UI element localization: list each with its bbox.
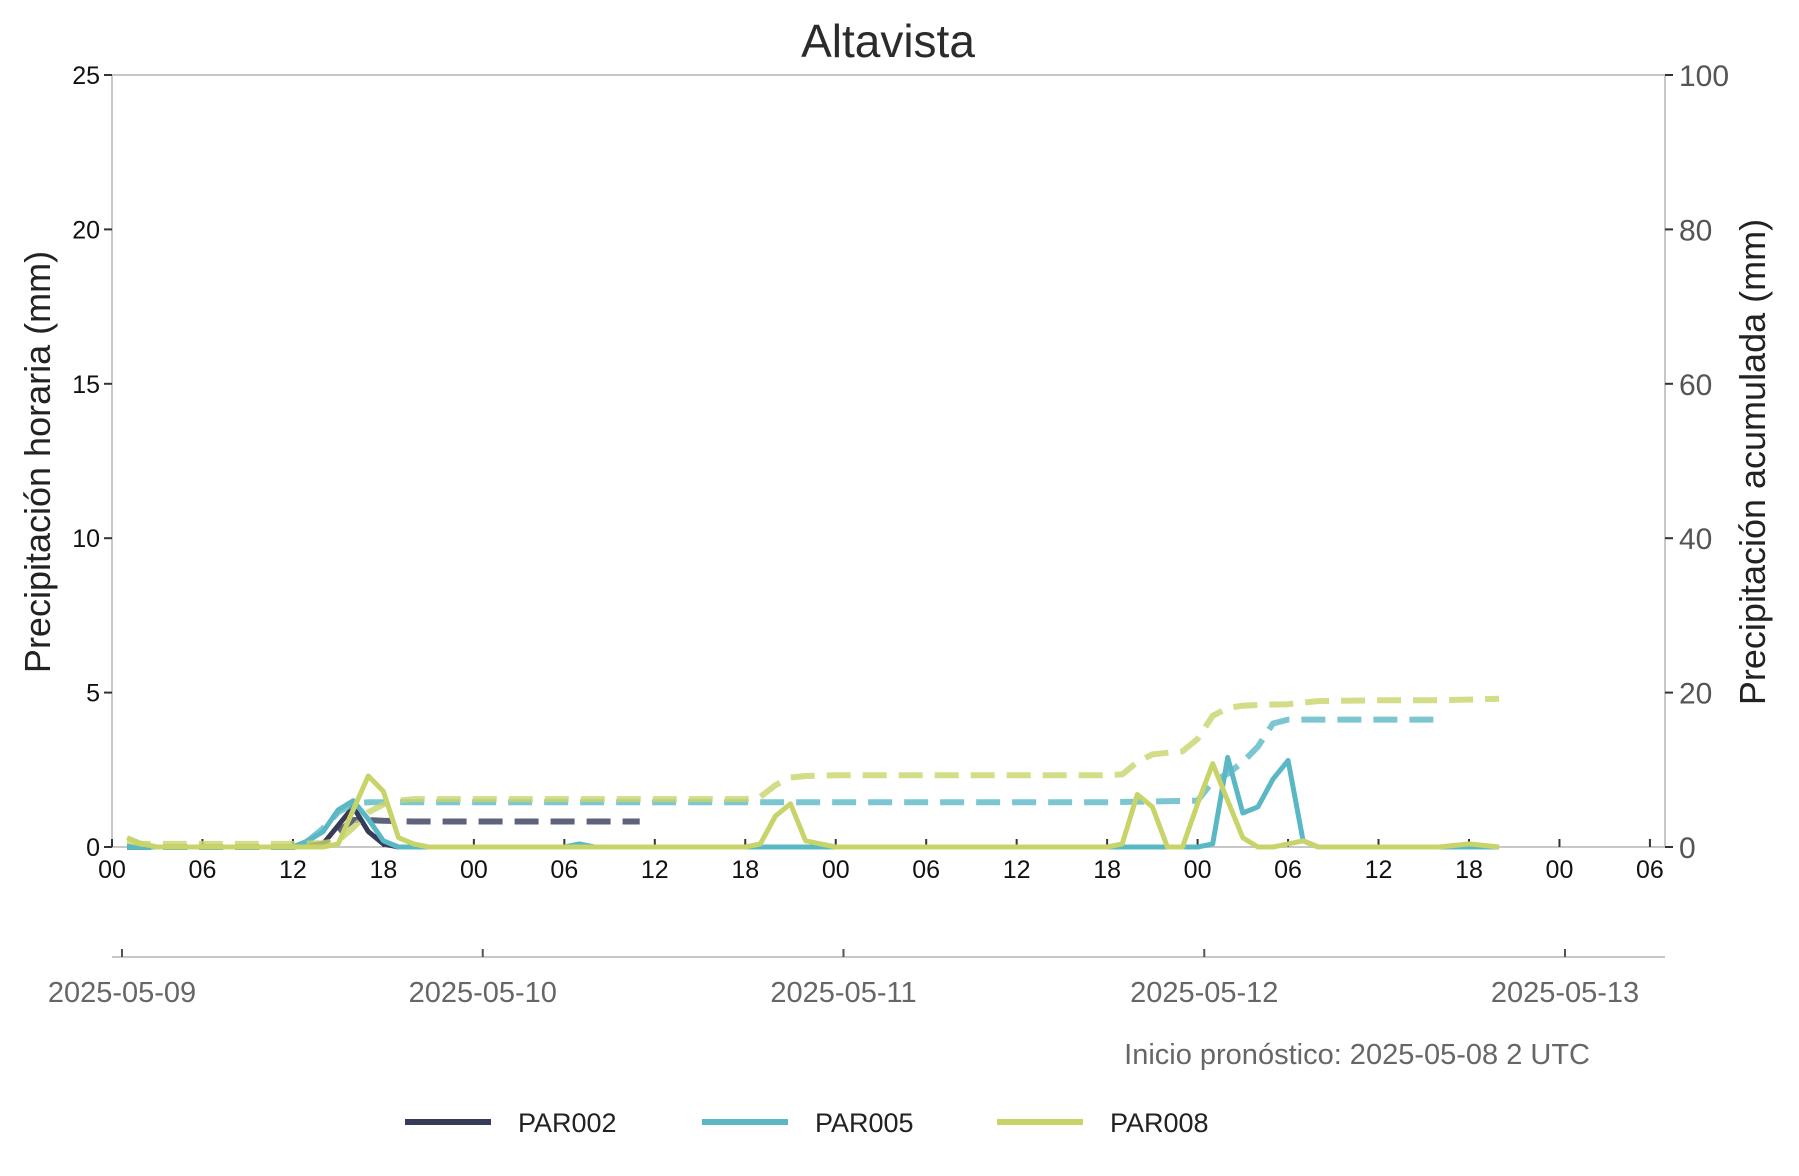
hour-x-axis: 00 06 12 18 00 06 12 18 00 06 12 18 00 06 12 18 00 06 — [98, 839, 1664, 884]
hour-tick-label: 18 — [1455, 856, 1483, 884]
hour-tick-label: 06 — [912, 856, 940, 884]
par008-hourly-line — [126, 761, 1500, 850]
right-y-axis-label: Precipitación acumulada (mm) — [1732, 219, 1773, 705]
hour-tick-label: 06 — [1636, 856, 1664, 884]
right-y-axis: 0 20 40 60 80 100 — [1665, 60, 1729, 865]
right-tick-label: 0 — [1679, 832, 1696, 865]
par008-cumulative-line — [126, 695, 1500, 847]
date-tick-label: 2025-05-10 — [409, 977, 557, 1009]
hour-tick-label: 00 — [460, 856, 488, 884]
hour-tick-label: 12 — [1003, 856, 1031, 884]
left-y-axis: 0 5 10 15 20 25 — [72, 62, 112, 862]
hour-tick-label: 00 — [98, 856, 126, 884]
right-tick-label: 100 — [1679, 60, 1729, 93]
plot-frame — [111, 74, 1666, 848]
left-y-axis-label: Precipitación horaria (mm) — [17, 251, 58, 673]
hour-tick-label: 12 — [1365, 856, 1393, 884]
series-layer — [126, 695, 1500, 850]
hour-tick-label: 06 — [1274, 856, 1302, 884]
date-tick-label: 2025-05-13 — [1491, 977, 1639, 1009]
par005-legend-label: PAR005 — [815, 1108, 914, 1138]
chart-title: Altavista — [801, 15, 975, 67]
date-tick-label: 2025-05-09 — [48, 977, 196, 1009]
hour-tick-label: 18 — [369, 856, 397, 884]
hour-tick-label: 12 — [641, 856, 669, 884]
left-tick-label: 15 — [72, 371, 100, 399]
date-x-axis: 2025-05-09 2025-05-10 2025-05-11 2025-05-12… — [48, 949, 1665, 1009]
hour-tick-label: 06 — [189, 856, 217, 884]
right-tick-label: 20 — [1679, 678, 1712, 711]
hour-tick-label: 00 — [1546, 856, 1574, 884]
left-tick-label: 10 — [72, 525, 100, 553]
right-tick-label: 80 — [1679, 214, 1712, 247]
hour-tick-label: 00 — [1184, 856, 1212, 884]
hour-tick-label: 06 — [550, 856, 578, 884]
hour-tick-label: 12 — [279, 856, 307, 884]
par008-legend-label: PAR008 — [1110, 1108, 1209, 1138]
hour-tick-label: 18 — [1093, 856, 1121, 884]
hour-tick-label: 18 — [731, 856, 759, 884]
left-tick-label: 20 — [72, 216, 100, 244]
right-tick-label: 60 — [1679, 369, 1712, 402]
legend: PAR002 PAR005 PAR008 — [405, 1108, 1209, 1138]
par002-legend-label: PAR002 — [518, 1108, 617, 1138]
forecast-start-note: Inicio pronóstico: 2025-05-08 2 UTC — [1124, 1039, 1590, 1071]
left-tick-label: 5 — [86, 680, 100, 708]
date-tick-label: 2025-05-11 — [770, 977, 916, 1009]
hour-tick-label: 00 — [822, 856, 850, 884]
left-tick-label: 0 — [86, 834, 100, 862]
date-tick-label: 2025-05-12 — [1130, 977, 1278, 1009]
right-tick-label: 40 — [1679, 523, 1712, 556]
left-tick-label: 25 — [72, 62, 100, 90]
